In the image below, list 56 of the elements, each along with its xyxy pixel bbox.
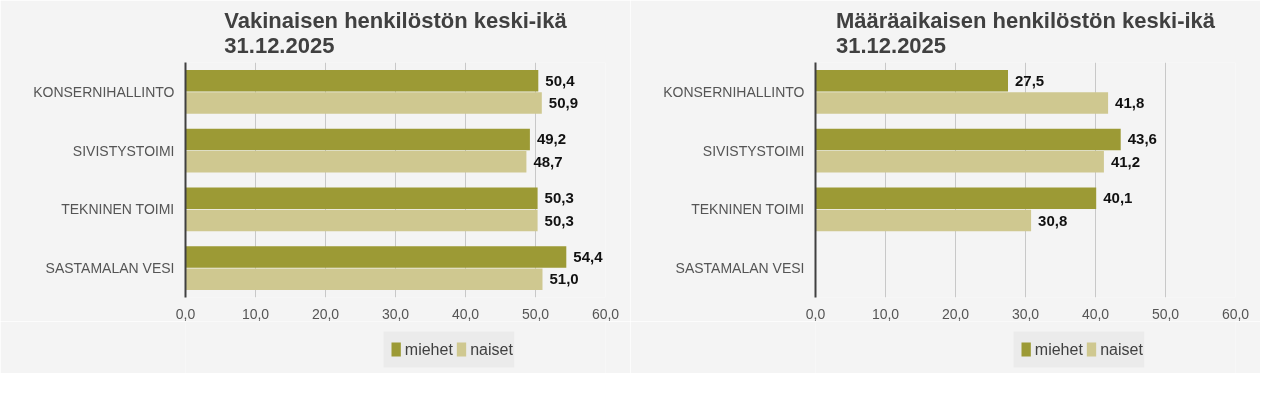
data-label: 49,2 (536, 130, 567, 148)
y-tick-label: KONSERNIHALLINTO (33, 83, 175, 100)
legend-label: naiset (470, 341, 514, 358)
bar (185, 151, 527, 173)
x-tick-label: 60,0 (591, 305, 620, 322)
data-label: 41,8 (1115, 94, 1145, 112)
x-tick-label: 10,0 (871, 305, 900, 322)
x-tick-label: 40,0 (1081, 305, 1110, 322)
x-tick-label: 30,0 (381, 305, 410, 322)
x-tick-label: 20,0 (941, 305, 970, 322)
data-label: 48,7 (533, 152, 563, 170)
y-tick-label: SASTAMALAN VESI (45, 260, 175, 277)
y-tick-label: KONSERNIHALLINTO (663, 83, 805, 100)
x-tick-label: 60,0 (1221, 305, 1250, 322)
bar (185, 128, 530, 151)
bar (815, 151, 1104, 173)
bar (815, 209, 1032, 232)
chart-title: Vakinaisen henkilöstön keski-ikä 31.12.2025 (224, 7, 568, 58)
x-tick-label: 0,0 (805, 305, 826, 322)
x-tick-label: 0,0 (175, 305, 196, 322)
bar (815, 92, 1109, 114)
x-tick-label: 10,0 (241, 305, 270, 322)
legend-label: miehet (1034, 341, 1084, 358)
data-label: 50,3 (544, 189, 574, 207)
x-tick-label: 20,0 (311, 305, 340, 322)
data-label: 50,4 (545, 71, 576, 89)
data-label: 50,9 (548, 94, 578, 112)
data-label: 51,0 (549, 270, 579, 288)
bar (185, 268, 543, 290)
bar (185, 187, 538, 209)
bar (185, 92, 542, 114)
x-tick-label: 40,0 (451, 305, 480, 322)
data-label: 41,2 (1110, 152, 1141, 170)
bar (815, 70, 1008, 92)
chart-title: Määräaikaisen henkilöstön keski-ikä 31.12.2025 (835, 7, 1216, 58)
bar (185, 246, 567, 268)
data-label: 27,5 (1015, 71, 1045, 89)
legend-label: miehet (404, 341, 454, 358)
bar (815, 187, 1097, 209)
data-label: 40,1 (1103, 189, 1133, 207)
data-label: 30,8 (1038, 211, 1068, 229)
legend-label: naiset (1100, 341, 1144, 358)
data-label: 50,3 (544, 211, 574, 229)
bar (185, 70, 539, 92)
bar (815, 128, 1121, 151)
x-tick-label: 30,0 (1011, 305, 1040, 322)
bar (185, 209, 538, 232)
data-label: 43,6 (1127, 130, 1157, 148)
y-tick-label: TEKNINEN TOIMI (61, 201, 175, 218)
y-tick-label: SIVISTYSTOIMI (72, 142, 175, 159)
y-tick-label: SASTAMALAN VESI (675, 260, 805, 277)
y-tick-label: SIVISTYSTOIMI (702, 142, 805, 159)
x-tick-label: 50,0 (521, 305, 550, 322)
data-label: 54,4 (573, 247, 604, 265)
x-tick-label: 50,0 (1151, 305, 1180, 322)
y-tick-label: TEKNINEN TOIMI (691, 201, 805, 218)
